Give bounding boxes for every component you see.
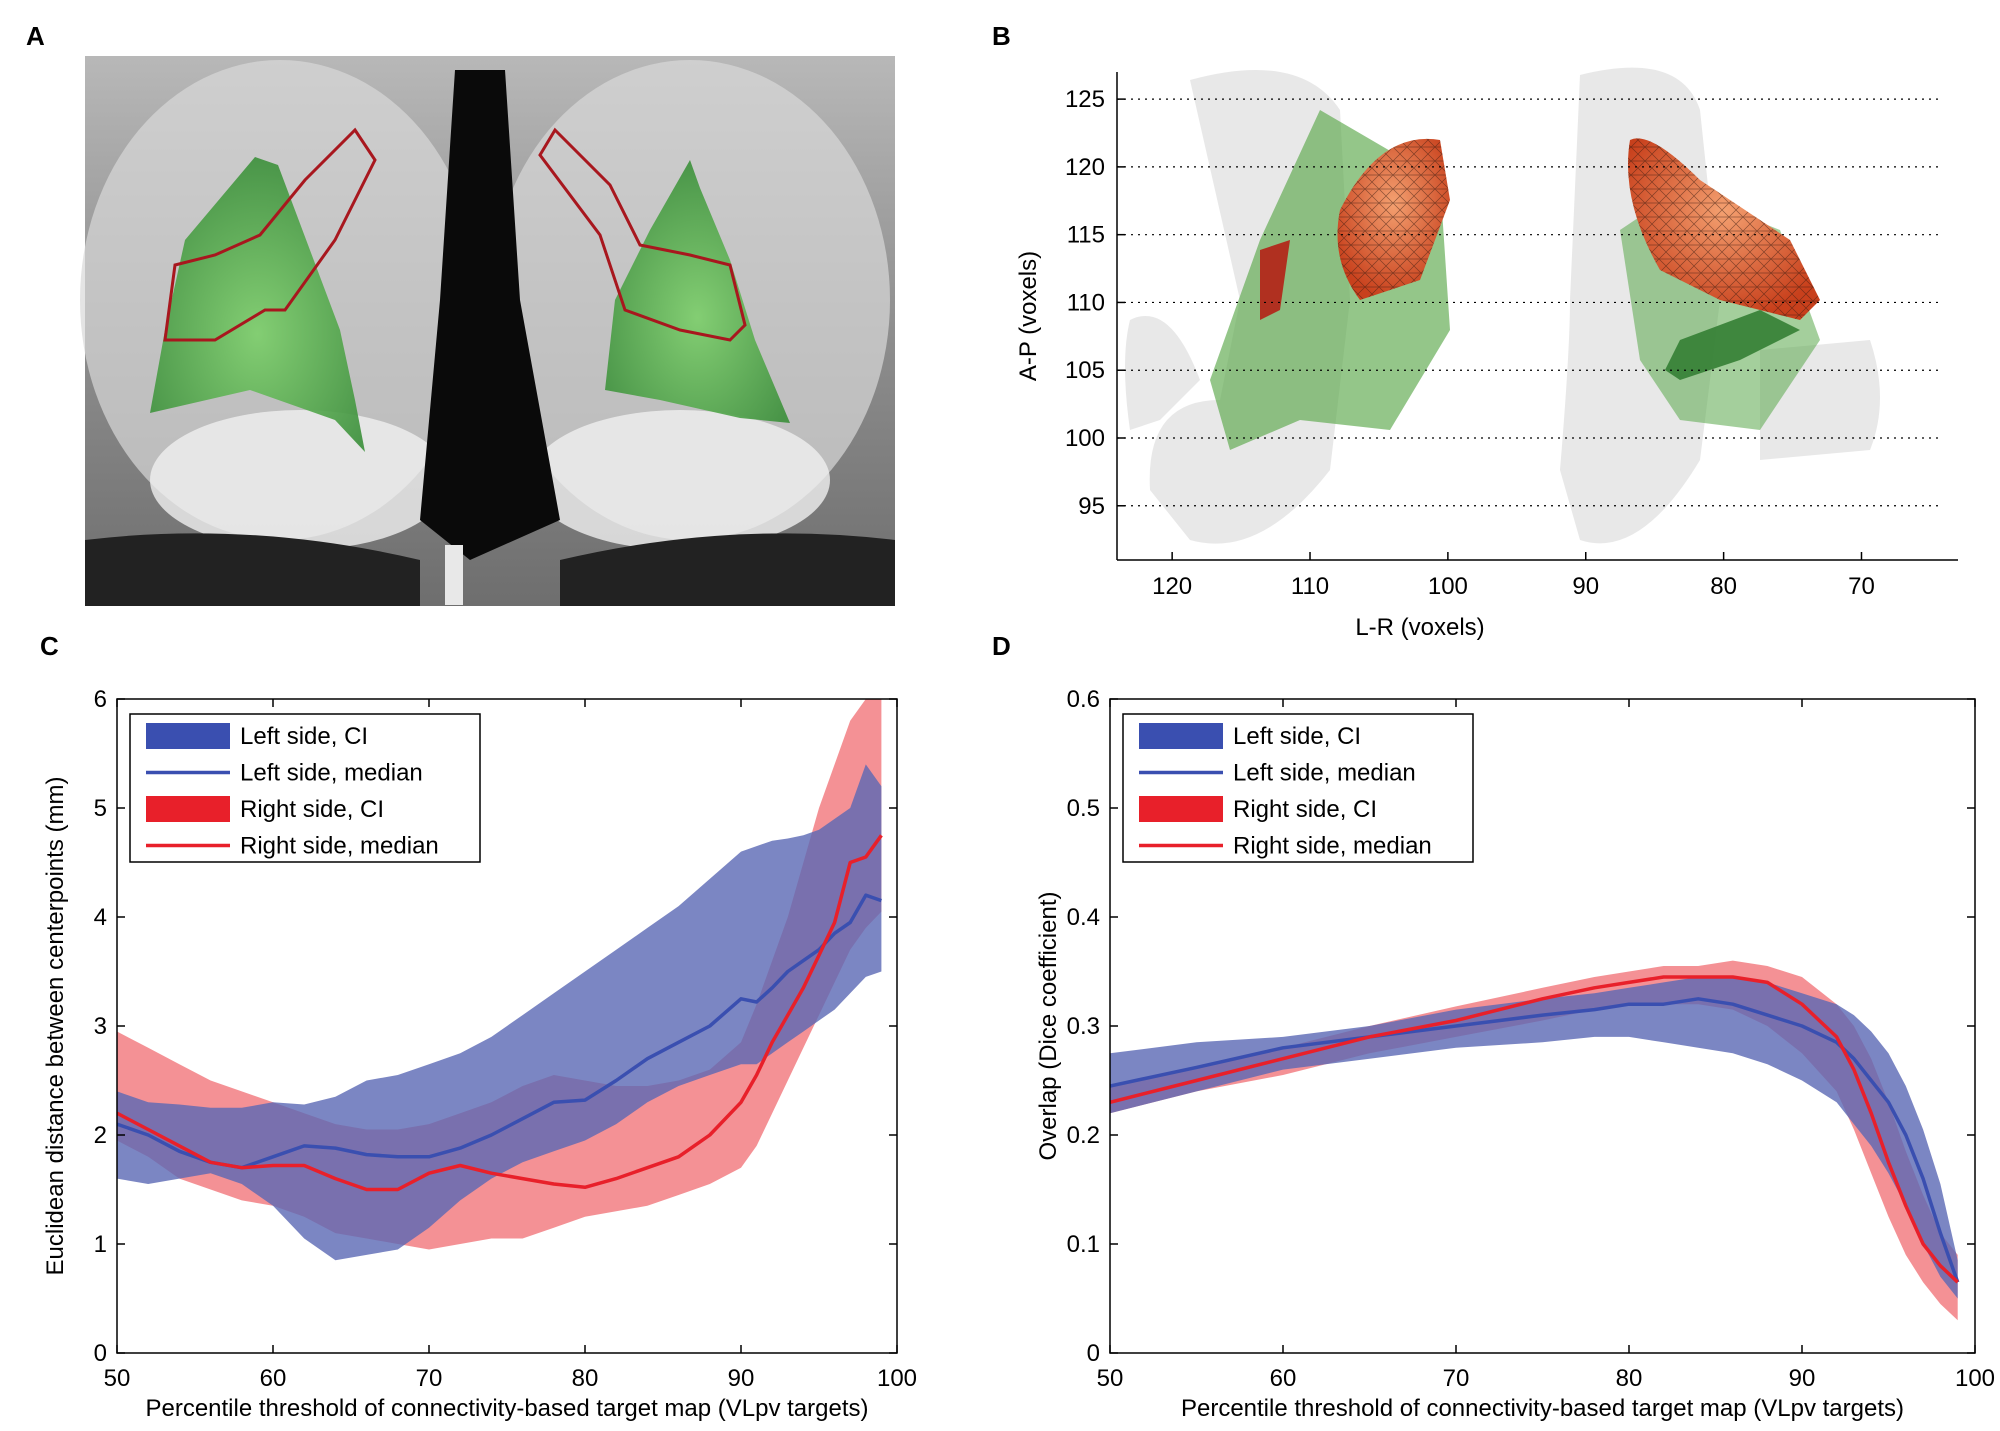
panel-b-xlabel: L-R (voxels) xyxy=(1355,614,1484,641)
left-median-line xyxy=(117,893,882,1170)
y-tick-label: 1 xyxy=(94,1231,107,1258)
legend-entry-label: Right side, median xyxy=(1233,833,1432,860)
y-tick-label: 0 xyxy=(1087,1340,1100,1367)
y-tick-label: 0 xyxy=(94,1340,107,1367)
x-axis-label: Percentile threshold of connectivity-bas… xyxy=(145,1395,868,1422)
y-axis-label: Euclidean distance between centerpoints … xyxy=(42,777,69,1276)
left-median-line xyxy=(1110,997,1960,1283)
panel-a-red-outline-right xyxy=(538,127,747,342)
y-tick-label: 6 xyxy=(94,686,107,713)
y-tick-label: 0.1 xyxy=(1067,1231,1100,1258)
panel-b-y-tick-label: 105 xyxy=(1065,357,1105,384)
x-tick-label: 60 xyxy=(1270,1365,1297,1392)
y-tick-label: 3 xyxy=(94,1013,107,1040)
x-axis-label: Percentile threshold of connectivity-bas… xyxy=(1181,1395,1904,1422)
right-ci-band xyxy=(117,699,882,1250)
x-tick-label: 80 xyxy=(1616,1365,1643,1392)
y-tick-label: 0.6 xyxy=(1067,686,1100,713)
panel-d-chart: 50 60 70 80 90 100 0 0.1 0.2 0.3 0.4 0.5 0.6 Percenti… xyxy=(1035,686,1995,1422)
x-tick-label: 70 xyxy=(1443,1365,1470,1392)
legend-swatch-patch xyxy=(1139,796,1223,822)
legend-swatch-patch xyxy=(146,723,230,749)
left-ci-band xyxy=(117,764,882,1261)
y-tick-label: 0.4 xyxy=(1067,904,1100,931)
panel-a-green-right-region xyxy=(605,160,790,423)
legend-entry-label: Left side, median xyxy=(1233,760,1416,787)
panel-d-label: D xyxy=(992,631,1011,661)
chart-d-plot-area xyxy=(1110,960,1960,1321)
panel-b-y-tick-label: 95 xyxy=(1078,493,1105,520)
y-tick-label: 0.3 xyxy=(1067,1013,1100,1040)
panel-c-chart: 50 60 70 80 90 100 0 1 2 3 4 5 6 Percentile threshold… xyxy=(42,686,917,1422)
panel-b-y-tick-label: 120 xyxy=(1065,154,1105,181)
y-tick-label: 2 xyxy=(94,1122,107,1149)
panel-b-ylabel: A-P (voxels) xyxy=(1015,251,1042,381)
panel-b-3d-render xyxy=(1125,67,1880,544)
x-tick-label: 100 xyxy=(877,1365,917,1392)
legend-swatch-patch xyxy=(1139,723,1223,749)
legend-entry-label: Left side, CI xyxy=(1233,723,1361,750)
y-tick-label: 4 xyxy=(94,904,107,931)
panel-b-x-tick-label: 80 xyxy=(1710,573,1737,600)
chart-c-plot-area xyxy=(117,699,883,1261)
x-tick-label: 60 xyxy=(260,1365,287,1392)
panel-b-x-tick-label: 90 xyxy=(1572,573,1599,600)
panel-a-green-left-region xyxy=(150,157,365,452)
panel-b-y-tick-label: 125 xyxy=(1065,86,1105,113)
panel-b-y-tick-label: 100 xyxy=(1065,425,1105,452)
legend-entry-label: Left side, median xyxy=(240,760,423,787)
legend-entry-label: Right side, median xyxy=(240,833,439,860)
right-median-line xyxy=(1110,975,1959,1284)
panel-b-label: B xyxy=(992,21,1011,51)
legend-entry-label: Left side, CI xyxy=(240,723,368,750)
panel-a-label: A xyxy=(26,21,45,51)
legend: Left side, CI Left side, median Right side… xyxy=(129,713,481,863)
panel-b-y-tick-label: 115 xyxy=(1067,222,1105,249)
left-ci-band xyxy=(1110,977,1958,1299)
panel-b-x-tick-label: 100 xyxy=(1428,573,1468,600)
x-tick-label: 50 xyxy=(1097,1365,1124,1392)
y-tick-label: 0.2 xyxy=(1067,1122,1100,1149)
legend-entry-label: Right side, CI xyxy=(1233,796,1377,823)
panel-a-mri-image xyxy=(80,56,895,606)
legend: Left side, CI Left side, median Right side… xyxy=(1122,713,1474,863)
panel-b-x-tick-label: 70 xyxy=(1848,573,1875,600)
y-axis-label: Overlap (Dice coefficient) xyxy=(1035,892,1062,1161)
legend-entry-label: Right side, CI xyxy=(240,796,384,823)
x-tick-label: 100 xyxy=(1955,1365,1995,1392)
x-tick-label: 90 xyxy=(1789,1365,1816,1392)
panel-a-red-outline-left xyxy=(163,127,377,342)
x-tick-label: 80 xyxy=(572,1365,599,1392)
x-tick-label: 90 xyxy=(728,1365,755,1392)
panel-c-label: C xyxy=(40,631,59,661)
panel-b-y-tick-label: 110 xyxy=(1067,289,1105,316)
x-tick-label: 50 xyxy=(104,1365,131,1392)
y-tick-label: 5 xyxy=(94,795,107,822)
y-tick-label: 0.5 xyxy=(1067,795,1100,822)
right-median-line xyxy=(117,834,883,1192)
panel-b-x-tick-label: 120 xyxy=(1152,573,1192,600)
panel-b-axes: 95 100 105 110 115 120 125 120 110 100 90 80 70 xyxy=(1065,72,1958,600)
x-tick-label: 70 xyxy=(416,1365,443,1392)
legend-swatch-patch xyxy=(146,796,230,822)
panel-b-x-tick-label: 110 xyxy=(1291,573,1329,600)
